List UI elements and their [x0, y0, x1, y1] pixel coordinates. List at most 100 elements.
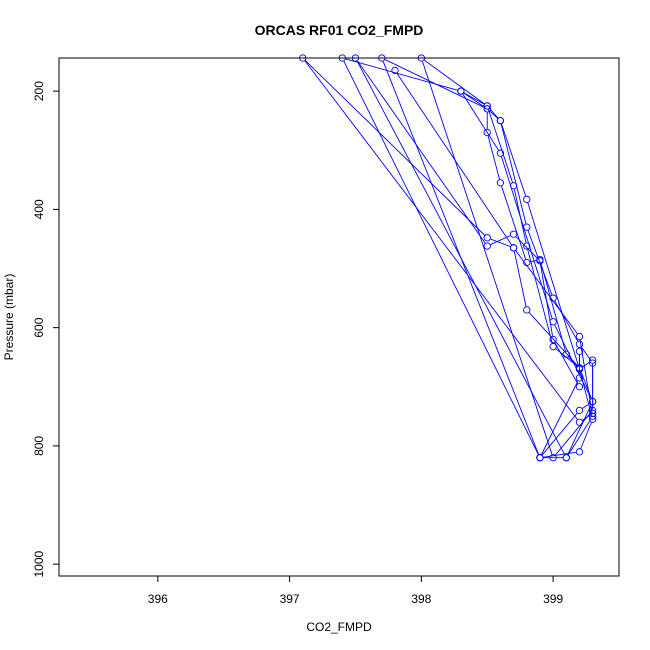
- y-axis: 200 400 600 800 1000: [32, 81, 59, 578]
- x-tick-label: 396: [148, 592, 168, 606]
- series-line-segment: [515, 236, 538, 259]
- data-point: [391, 66, 399, 75]
- data-point: [549, 342, 557, 351]
- series-line-segment: [305, 60, 485, 236]
- data-point: [509, 182, 518, 190]
- series-line-segment: [501, 156, 553, 319]
- data-point: [523, 242, 531, 250]
- series-line-segment: [500, 124, 527, 224]
- series-line-segment: [490, 235, 511, 245]
- data-point: [588, 356, 597, 364]
- series-line-segment: [527, 202, 579, 366]
- series-line-segment: [513, 189, 527, 243]
- series-line-segment: [513, 251, 527, 307]
- series-line-segment: [515, 250, 578, 334]
- data-point: [483, 242, 491, 250]
- data-point: [562, 350, 570, 358]
- data-point: [483, 234, 491, 242]
- series-line-segment: [487, 135, 500, 180]
- data-point: [549, 454, 557, 462]
- series-line-segment: [541, 380, 579, 455]
- data-point: [549, 318, 557, 326]
- data-point: [509, 244, 518, 252]
- series-line-segment: [424, 59, 485, 105]
- data-point: [588, 406, 597, 415]
- data-point: [523, 195, 531, 203]
- x-axis: 396 397 398 399: [148, 576, 563, 606]
- y-tick-label: 200: [32, 81, 46, 101]
- y-tick-label: 1000: [32, 551, 46, 578]
- series-line-segment: [582, 415, 590, 421]
- series-line-segment: [345, 58, 458, 91]
- series-line-segment: [579, 339, 593, 413]
- series-line-segment: [582, 361, 590, 368]
- chart-title: ORCAS RF01 CO2_FMPD: [255, 22, 424, 38]
- series-line-segment: [555, 412, 591, 456]
- series-line-segment: [580, 371, 592, 399]
- data-point: [496, 179, 505, 187]
- plot-frame: [58, 57, 620, 577]
- data-point: [575, 332, 584, 341]
- series-line-segment: [527, 249, 553, 344]
- data-point: [575, 364, 584, 372]
- data-point: [575, 448, 584, 456]
- data-point: [588, 409, 597, 418]
- data-point: [549, 335, 557, 344]
- series-line-segment: [356, 60, 566, 455]
- series-line-segment: [567, 419, 592, 455]
- data-point: [523, 223, 531, 231]
- data-point: [509, 230, 518, 238]
- y-tick-label: 600: [32, 317, 46, 337]
- series-line-segment: [554, 342, 579, 384]
- data-point: [562, 454, 570, 462]
- data-point: [588, 412, 597, 420]
- data-point: [457, 87, 465, 95]
- series-line-segment: [554, 300, 579, 342]
- data-point: [575, 406, 584, 415]
- series-line-segment: [489, 108, 499, 119]
- data-point: [575, 418, 584, 426]
- series-lines: [304, 58, 594, 459]
- y-tick-label: 800: [32, 436, 46, 456]
- y-tick-label: 400: [32, 199, 46, 219]
- data-point: [483, 105, 491, 113]
- data-point: [483, 128, 491, 137]
- series-line-segment: [489, 110, 499, 119]
- data-point: [588, 359, 597, 367]
- data-point: [549, 294, 557, 302]
- series-line-segment: [540, 262, 566, 351]
- x-tick-label: 398: [411, 592, 431, 606]
- data-point: [496, 149, 505, 157]
- series-line-segment: [357, 60, 486, 244]
- data-point: [575, 340, 584, 348]
- series-line-segment: [567, 404, 592, 455]
- data-point: [588, 397, 597, 406]
- data-point: [575, 347, 584, 355]
- series-line-segment: [490, 238, 511, 247]
- series-line-segment: [543, 451, 576, 458]
- series-line-segment: [343, 61, 539, 455]
- data-point: [523, 258, 531, 267]
- x-tick-label: 397: [280, 592, 300, 606]
- series-line-segment: [304, 60, 578, 420]
- data-point: [575, 374, 584, 382]
- series-points: [299, 54, 597, 462]
- series-line-segment: [580, 422, 592, 449]
- series-line-segment: [462, 93, 499, 151]
- data-point: [536, 257, 544, 265]
- data-point: [536, 454, 544, 462]
- x-tick-label: 399: [543, 592, 563, 606]
- series-line-segment: [501, 123, 527, 197]
- series-line-segment: [463, 92, 485, 108]
- series-line-segment: [501, 186, 527, 260]
- series-line-segment: [581, 346, 591, 361]
- data-point: [575, 383, 584, 391]
- data-point: [483, 102, 491, 110]
- series-line-segment: [487, 109, 513, 183]
- series-line-segment: [541, 412, 578, 456]
- y-axis-label: Pressure (mbar): [2, 274, 16, 361]
- data-point: [523, 306, 531, 314]
- data-point: [496, 117, 505, 125]
- series-line-segment: [463, 92, 485, 105]
